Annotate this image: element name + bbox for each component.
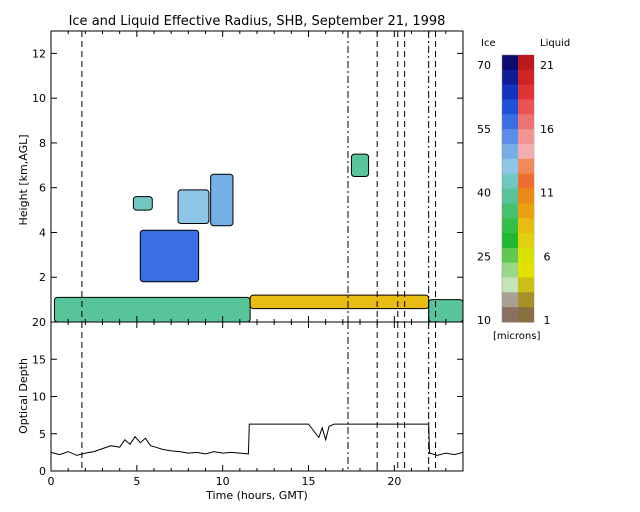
colorbar-ice-cell	[502, 144, 518, 160]
top-event-markers	[81, 31, 437, 322]
colorbar-ice-cell	[502, 114, 518, 130]
colorbar-ice-cell	[502, 84, 518, 100]
colorbar-liquid-cell	[518, 99, 534, 115]
colorbar-liquid-cell	[518, 158, 534, 175]
colorbar-ice-tick: 10	[477, 314, 491, 327]
colorbar-ice-cell	[502, 99, 518, 115]
colorbar-ice-tick: 70	[477, 59, 491, 72]
colorbar-ice-label: Ice	[481, 38, 496, 49]
bottom-plot-frame	[50, 321, 464, 472]
cloud-region-ice	[139, 229, 200, 283]
colorbar-liquid-cell	[518, 69, 534, 86]
colorbar-ice-cell	[502, 129, 518, 145]
cloud-region-ice	[177, 189, 210, 225]
top-axes: 2 4 6 8 10 12	[32, 31, 463, 322]
colorbar-ticks: 70 21 55 16 40 11 25 6 10 1	[477, 59, 554, 327]
colorbar-liquid-cell	[518, 277, 534, 293]
x-tick-label: 20	[387, 475, 401, 488]
colorbar-ice-cell	[502, 292, 518, 308]
effective-radius-field	[53, 153, 463, 322]
y-tick-label: 4	[39, 226, 46, 239]
x-tick-label: 15	[302, 475, 316, 488]
y-tick-label: 10	[32, 92, 46, 105]
colorbar-liquid-cell	[518, 144, 534, 160]
colorbar-units: [microns]	[493, 331, 540, 342]
colorbar-liquid-tick: 6	[544, 250, 551, 263]
y-tick-label: 5	[39, 428, 46, 441]
colorbar-liquid-cell	[518, 114, 534, 130]
colorbar-liquid-cell	[518, 188, 534, 204]
top-y-axis-label: Height [km,AGL]	[17, 134, 30, 225]
x-tick-label: 5	[133, 475, 140, 488]
y-tick-label: 10	[32, 391, 46, 404]
colorbar-ice-tick: 40	[477, 187, 491, 200]
top-plot-frame	[50, 30, 464, 323]
y-tick-label: 12	[32, 47, 46, 60]
colorbar-ice-cell	[502, 233, 518, 249]
cloud-region-ice	[428, 299, 463, 322]
colorbar-liquid-cell	[518, 307, 534, 323]
colorbar-ice-cell	[502, 203, 518, 219]
x-tick-label: 10	[216, 475, 230, 488]
colorbar-ice-cell	[502, 247, 518, 264]
colorbar-liquid-tick: 11	[540, 187, 554, 200]
cloud-region-ice	[132, 196, 153, 211]
colorbar-liquid-cell	[518, 129, 534, 145]
bottom-axes: 0 5 10 15 20 0 5 10 15 20	[32, 316, 463, 488]
colorbar-liquid-cell	[518, 233, 534, 249]
y-tick-label: 8	[39, 137, 46, 150]
x-axis-label: Time (hours, GMT)	[205, 489, 308, 502]
bottom-y-axis-label: Optical Depth	[17, 358, 30, 434]
colorbar-liquid-cell	[518, 262, 534, 278]
y-tick-label: 6	[39, 182, 46, 195]
colorbar-liquid-cell	[518, 247, 534, 264]
bottom-event-markers	[81, 322, 437, 471]
colorbar-ice-cell	[502, 173, 518, 189]
optical-depth-series	[51, 423, 463, 456]
y-tick-label: 15	[32, 353, 46, 366]
colorbar-liquid-cell	[518, 203, 534, 219]
colorbar-ice-cell	[502, 307, 518, 323]
optical-depth-line	[51, 423, 463, 456]
colorbar-ice-cell	[502, 158, 518, 175]
colorbar-ice-cell	[502, 188, 518, 204]
colorbar-liquid-cell	[518, 55, 534, 71]
colorbar-liquid-tick: 1	[544, 314, 551, 327]
colorbar-ice-cell	[502, 69, 518, 86]
colorbar-liquid-cell	[518, 173, 534, 189]
colorbar-liquid-cell	[518, 218, 534, 234]
chart-title: Ice and Liquid Effective Radius, SHB, Se…	[69, 14, 446, 29]
colorbar: Ice Liquid 70 21 55 16 40 11 25 6 10 1 [microns]	[477, 38, 570, 342]
cloud-region-ice	[350, 153, 370, 178]
colorbar-ice-cell	[502, 262, 518, 278]
cloud-region-ice	[53, 296, 251, 322]
colorbar-ice-tick: 55	[477, 123, 491, 136]
y-tick-label: 0	[39, 465, 46, 478]
colorbar-liquid-tick: 21	[540, 59, 554, 72]
colorbar-ice-cell	[502, 55, 518, 71]
cloud-region-ice	[210, 173, 234, 227]
colorbar-ice-scale	[501, 54, 535, 323]
colorbar-ice-tick: 25	[477, 250, 491, 263]
colorbar-ice-cell	[502, 277, 518, 293]
y-tick-label: 20	[32, 316, 46, 329]
colorbar-liquid-scale	[518, 55, 534, 323]
colorbar-liquid-cell	[518, 84, 534, 100]
colorbar-liquid-label: Liquid	[540, 38, 570, 49]
cloud-region-liquid	[249, 294, 430, 310]
colorbar-liquid-tick: 16	[540, 123, 554, 136]
y-tick-label: 2	[39, 271, 46, 284]
colorbar-ice-cell	[502, 218, 518, 234]
x-tick-label: 0	[48, 475, 55, 488]
colorbar-liquid-cell	[518, 292, 534, 308]
